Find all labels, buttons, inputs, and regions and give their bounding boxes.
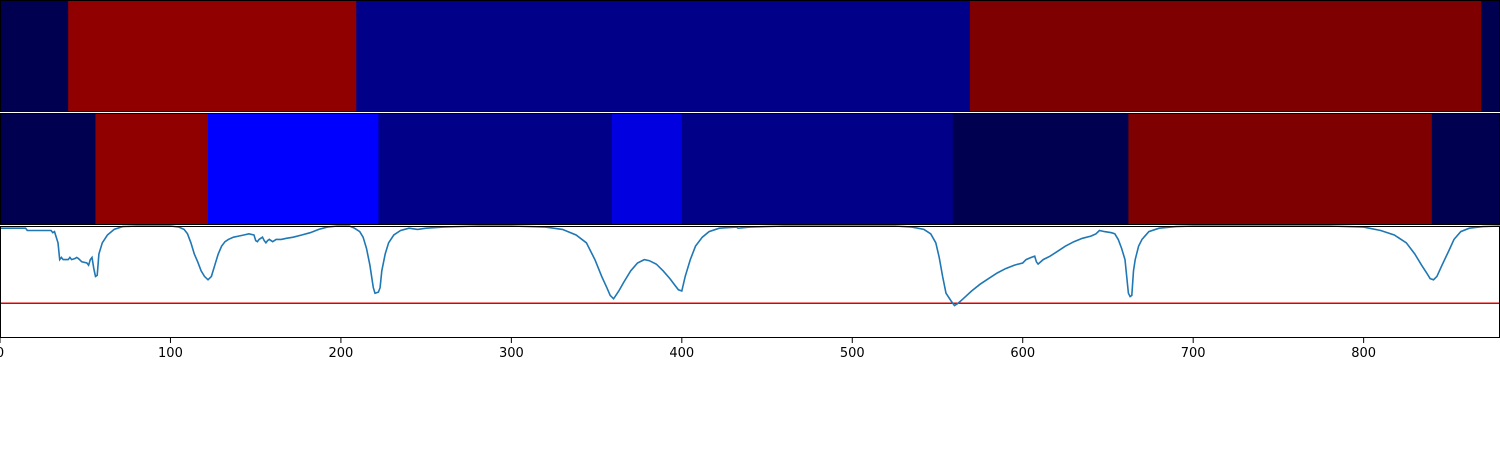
x-tick-label-0: 0 bbox=[0, 346, 4, 361]
heatmap-segment-0-4 bbox=[1481, 0, 1500, 112]
x-tick-label-7: 700 bbox=[1181, 346, 1206, 361]
heatmap-row-middle bbox=[0, 113, 1500, 225]
x-tick-label-1: 100 bbox=[158, 346, 183, 361]
heatmap-segment-0-3 bbox=[969, 0, 1482, 112]
line-panel bbox=[0, 225, 1500, 338]
heatmap-segment-1-7 bbox=[1128, 113, 1433, 225]
x-tick-label-2: 200 bbox=[328, 346, 353, 361]
heatmap-segment-1-1 bbox=[95, 113, 209, 225]
line-panel-background bbox=[0, 225, 1500, 338]
heatmap-segment-1-4 bbox=[611, 113, 683, 225]
x-tick-label-3: 300 bbox=[499, 346, 524, 361]
x-tick-label-4: 400 bbox=[669, 346, 694, 361]
heatmap-segment-1-0 bbox=[0, 113, 96, 225]
series-line bbox=[0, 225, 1500, 307]
heatmap-row-top bbox=[0, 0, 1500, 112]
heatmap-segment-1-5 bbox=[681, 113, 954, 225]
heatmap-segment-0-0 bbox=[0, 0, 69, 112]
heatmap-segment-0-1 bbox=[68, 0, 357, 112]
heatmap-segment-1-3 bbox=[378, 113, 613, 225]
x-tick-label-8: 800 bbox=[1351, 346, 1376, 361]
x-axis: 0 100 200 300 400 500 600 700 800 bbox=[0, 338, 1376, 361]
heatmap-segment-1-2 bbox=[207, 113, 379, 225]
x-tick-label-5: 500 bbox=[840, 346, 865, 361]
heatmap-segment-1-8 bbox=[1431, 113, 1500, 225]
x-tick-label-6: 600 bbox=[1010, 346, 1035, 361]
heatmap-segment-0-2 bbox=[356, 0, 971, 112]
heatmap-segment-1-6 bbox=[952, 113, 1129, 225]
